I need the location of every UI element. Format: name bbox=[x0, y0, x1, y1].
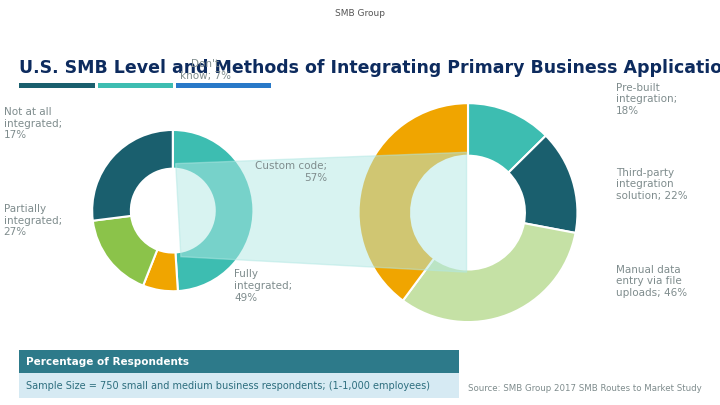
Text: U.S. SMB Level and Methods of Integrating Primary Business Applications: U.S. SMB Level and Methods of Integratin… bbox=[19, 59, 720, 77]
FancyBboxPatch shape bbox=[176, 83, 271, 88]
Text: Partially
integrated;
27%: Partially integrated; 27% bbox=[4, 204, 62, 237]
Text: Sample Size = 750 small and medium business respondents; (1-1,000 employees): Sample Size = 750 small and medium busin… bbox=[26, 381, 430, 390]
FancyBboxPatch shape bbox=[19, 373, 459, 398]
Wedge shape bbox=[143, 249, 178, 291]
Text: Pre-built
integration;
18%: Pre-built integration; 18% bbox=[616, 83, 677, 116]
Wedge shape bbox=[93, 216, 158, 286]
Text: SMB Group: SMB Group bbox=[335, 9, 385, 18]
Wedge shape bbox=[173, 130, 253, 291]
Wedge shape bbox=[359, 103, 468, 301]
Wedge shape bbox=[508, 136, 577, 233]
Text: Manual data
entry via file
uploads; 46%: Manual data entry via file uploads; 46% bbox=[616, 265, 687, 298]
Text: Fully
integrated;
49%: Fully integrated; 49% bbox=[234, 269, 292, 303]
FancyBboxPatch shape bbox=[19, 350, 459, 373]
Text: Don't
know; 7%: Don't know; 7% bbox=[180, 60, 230, 81]
Text: Percentage of Respondents: Percentage of Respondents bbox=[26, 357, 189, 367]
Polygon shape bbox=[176, 152, 467, 272]
Text: Custom code;
57%: Custom code; 57% bbox=[256, 161, 328, 183]
FancyBboxPatch shape bbox=[98, 83, 173, 88]
Wedge shape bbox=[468, 103, 546, 173]
FancyBboxPatch shape bbox=[19, 83, 95, 88]
Wedge shape bbox=[403, 223, 575, 322]
Wedge shape bbox=[92, 130, 173, 221]
Text: Not at all
integrated;
17%: Not at all integrated; 17% bbox=[4, 107, 62, 140]
Text: Third-party
integration
solution; 22%: Third-party integration solution; 22% bbox=[616, 168, 687, 201]
Text: Source: SMB Group 2017 SMB Routes to Market Study: Source: SMB Group 2017 SMB Routes to Mar… bbox=[468, 384, 702, 393]
